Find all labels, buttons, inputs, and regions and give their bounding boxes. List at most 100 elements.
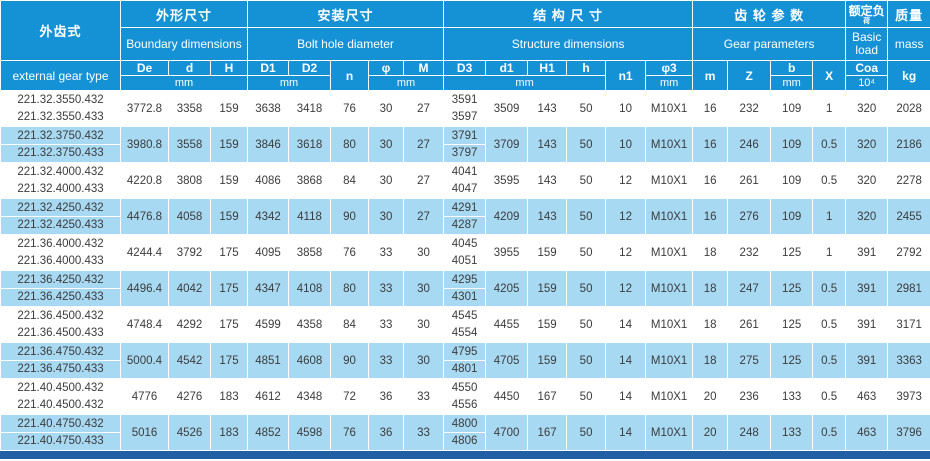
table-row: 221.40.4500.432 221.40.4500.432 4776 4276 18… [0, 378, 930, 415]
cell-X: 1 [812, 198, 847, 235]
cell-X: 0.5 [812, 378, 847, 415]
cell-Z: 261 [727, 306, 772, 343]
cell-Z: 261 [727, 162, 772, 199]
cell-d: 4292 [168, 306, 211, 343]
cell-mass: 3363 [887, 342, 930, 379]
cell-n1: 14 [605, 414, 647, 451]
header-structure-en: Structure dimensions [443, 27, 694, 61]
col-header-b: b [770, 60, 814, 76]
gear-type-cell: 221.40.4500.432 221.40.4500.432 [0, 378, 121, 415]
cell-m: 18 [692, 270, 729, 307]
gear-type-top: 221.40.4500.432 [1, 380, 120, 397]
basic-load-cn-line1: 额定负 [848, 3, 885, 18]
cell-X: 0.5 [812, 162, 847, 199]
cell-De: 4748.4 [120, 306, 169, 343]
cell-Z: 248 [727, 414, 772, 451]
cell-m: 16 [692, 198, 729, 235]
cell-h: 50 [566, 234, 607, 271]
col-header-De: De [120, 60, 169, 76]
cell-D3: 4041 4047 [443, 162, 487, 199]
cell-H1: 159 [527, 270, 568, 307]
cell-D3-bottom: 4051 [451, 255, 478, 267]
cell-Z: 246 [727, 126, 772, 163]
header-basic-load-en: Basic load [845, 27, 889, 61]
cell-D2: 3618 [288, 126, 332, 163]
cell-D3-top: 4550 [444, 380, 485, 397]
cell-d1: 4450 [485, 378, 529, 415]
cell-D2: 3868 [288, 162, 332, 199]
table-row: 221.32.4000.432 221.32.4000.433 4220.8 3808… [0, 162, 930, 199]
col-header-d1: d1 [485, 60, 529, 76]
col-header-n: n [330, 60, 370, 91]
cell-phi3: M10X1 [645, 126, 694, 163]
header-structure-cn: 结 构 尺 寸 [443, 0, 694, 28]
cell-M: 33 [403, 378, 445, 415]
cell-H: 175 [209, 342, 249, 379]
cell-D1: 4086 [247, 162, 290, 199]
cell-b: 109 [770, 126, 814, 163]
cell-D3: 4291 4287 [443, 198, 487, 235]
cell-De: 4244.4 [120, 234, 169, 271]
cell-D2: 3418 [288, 90, 332, 127]
unit-mm-structure: mm [443, 75, 607, 91]
cell-D3-top: 4795 [444, 344, 485, 361]
cell-D3: 3591 3597 [443, 90, 487, 127]
col-header-phi: φ [368, 60, 405, 76]
unit-mm-b: mm [770, 75, 814, 91]
cell-b: 133 [770, 378, 814, 415]
table-row: 221.36.4500.432 221.36.4500.433 4748.4 4292… [0, 306, 930, 343]
cell-D3-top: 4291 [444, 200, 485, 217]
cell-phi3: M10X1 [645, 234, 694, 271]
cell-Coa: 320 [845, 162, 889, 199]
gear-spec-table: 外齿式 外形尺寸 安装尺寸 结 构 尺 寸 齿 轮 参 数 额定负 荷 质量 B… [0, 0, 930, 451]
cell-D1: 3846 [247, 126, 290, 163]
table-row: 221.36.4250.432 221.36.4250.433 4496.4 4042… [0, 270, 930, 307]
cell-D3-bottom: 4556 [451, 399, 478, 411]
cell-d: 3358 [168, 90, 211, 127]
cell-M: 30 [403, 234, 445, 271]
cell-n1: 12 [605, 198, 647, 235]
cell-Coa: 463 [845, 414, 889, 451]
cell-mass: 2278 [887, 162, 930, 199]
cell-D3: 3791 3797 [443, 126, 487, 163]
gear-type-top: 221.36.4750.432 [1, 344, 120, 361]
gear-type-bottom: 221.40.4500.432 [17, 399, 104, 411]
cell-X: 0.5 [812, 270, 847, 307]
cell-D3-bottom: 3597 [451, 111, 478, 123]
header-mass-en: mass [887, 27, 930, 61]
cell-mass: 2028 [887, 90, 930, 127]
gear-type-cell: 221.32.3550.432 221.32.3550.433 [0, 90, 121, 127]
table-row: 221.32.4250.432 221.32.4250.433 4476.8 4058… [0, 198, 930, 235]
cell-phi3: M10X1 [645, 342, 694, 379]
cell-D1: 4851 [247, 342, 290, 379]
cell-d1: 4705 [485, 342, 529, 379]
col-header-n1: n1 [605, 60, 647, 91]
col-header-m: m [692, 60, 729, 91]
cell-H: 159 [209, 162, 249, 199]
cell-d: 4058 [168, 198, 211, 235]
col-header-H: H [209, 60, 249, 76]
cell-phi: 30 [368, 198, 405, 235]
cell-Coa: 391 [845, 234, 889, 271]
cell-D3-bottom: 4047 [451, 183, 478, 195]
cell-h: 50 [566, 126, 607, 163]
cell-d1: 3595 [485, 162, 529, 199]
cell-De: 5000.4 [120, 342, 169, 379]
cell-d: 3792 [168, 234, 211, 271]
cell-M: 30 [403, 270, 445, 307]
cell-phi: 36 [368, 378, 405, 415]
col-header-M: M [403, 60, 445, 76]
cell-H1: 143 [527, 90, 568, 127]
gear-type-bottom: 221.32.3750.433 [17, 147, 104, 159]
cell-Z: 232 [727, 234, 772, 271]
cell-X: 0.5 [812, 414, 847, 451]
col-header-d: d [168, 60, 211, 76]
cell-n: 80 [330, 270, 370, 307]
cell-d: 4042 [168, 270, 211, 307]
cell-Coa: 320 [845, 90, 889, 127]
gear-type-bottom: 221.40.4750.433 [17, 435, 104, 447]
cell-X: 0.5 [812, 306, 847, 343]
gear-type-top: 221.40.4750.432 [1, 416, 120, 433]
gear-type-cell: 221.36.4750.432 221.36.4750.433 [0, 342, 121, 379]
cell-m: 20 [692, 414, 729, 451]
